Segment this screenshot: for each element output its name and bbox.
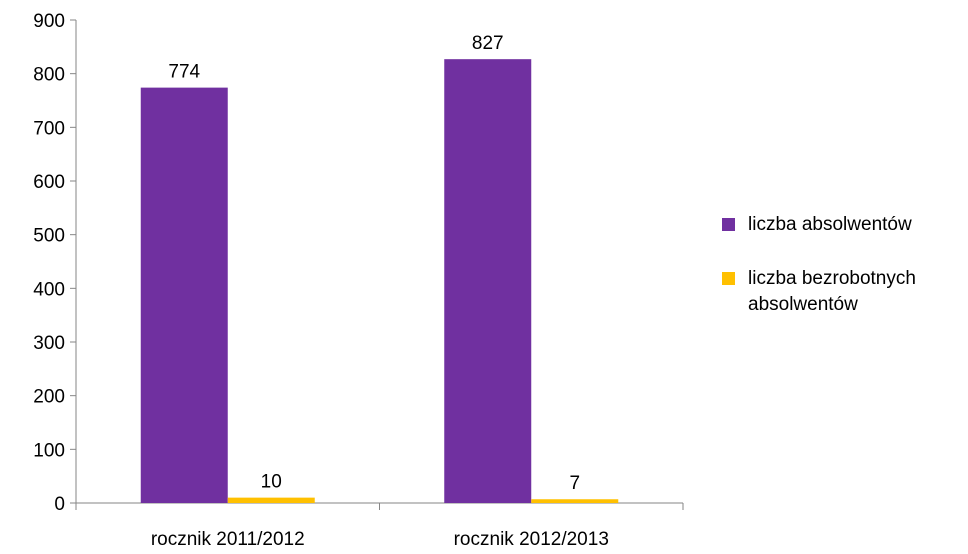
legend-item-absolwenci: liczba absolwentów [722, 212, 962, 238]
legend-swatch-bezrobotni [722, 272, 735, 285]
y-tick-label: 800 [33, 65, 65, 86]
data-label: 10 [261, 472, 282, 493]
legend: liczba absolwentów liczba bezrobotnych a… [722, 212, 962, 346]
x-category-label: rocznik 2011/2012 [151, 529, 305, 550]
data-label: 7 [569, 473, 580, 494]
y-tick-label: 600 [33, 172, 65, 193]
legend-label-bezrobotni: liczba bezrobotnych absolwentów [748, 268, 916, 315]
data-label: 827 [472, 33, 504, 54]
legend-item-bezrobotni: liczba bezrobotnych absolwentów [722, 266, 962, 318]
y-axis: 0 100 200 300 400 500 600 700 800 900 [33, 11, 77, 515]
bar [444, 59, 532, 503]
x-axis: rocznik 2011/2012 rocznik 2012/2013 [75, 502, 684, 550]
data-labels: 774 10 827 7 [168, 33, 580, 494]
y-tick-label: 100 [33, 440, 65, 461]
bar [227, 497, 315, 503]
legend-label-absolwenci: liczba absolwentów [748, 214, 912, 235]
bars [140, 59, 619, 504]
y-tick-label: 700 [33, 118, 65, 139]
y-tick-label: 300 [33, 333, 65, 354]
y-tick-label: 400 [33, 279, 65, 300]
y-tick-label: 0 [54, 494, 65, 515]
data-label: 774 [168, 62, 200, 83]
y-tick-label: 200 [33, 387, 65, 408]
y-tick-label: 500 [33, 226, 65, 247]
legend-swatch-absolwenci [722, 218, 735, 231]
bar [140, 87, 228, 504]
y-tick-label: 900 [33, 11, 65, 32]
bar [531, 499, 619, 503]
x-category-label: rocznik 2012/2013 [454, 529, 609, 550]
